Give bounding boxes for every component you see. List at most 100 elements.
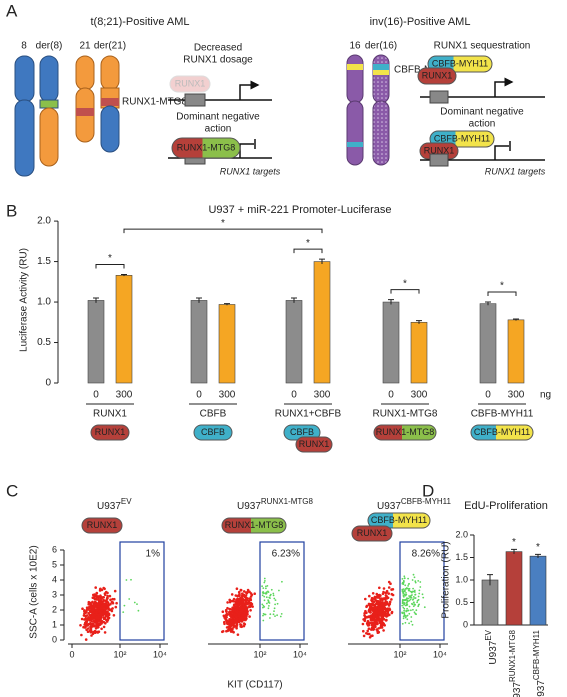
event: [230, 593, 234, 596]
event: [265, 591, 268, 594]
event: [418, 603, 420, 606]
plot-title-sup: EV: [121, 497, 132, 506]
breakpoint: [39, 99, 59, 109]
event: [408, 595, 410, 597]
panel-d: EdU-Proliferation Proliferation (RU) 0 0.5 1…: [441, 500, 548, 697]
event: [106, 615, 110, 619]
targets-label: RUNX1 targets: [485, 166, 546, 176]
protein-label: CBFB: [201, 427, 225, 437]
error-bar: [487, 574, 493, 586]
y-tick-label: 2: [52, 604, 57, 614]
event: [410, 616, 413, 618]
bar: [481, 579, 499, 626]
event: [403, 607, 406, 610]
plot-title: U937CBFB-MYH11: [377, 497, 452, 512]
chromosome-label: 16: [349, 41, 361, 52]
event: [273, 607, 276, 610]
event: [369, 611, 372, 614]
chromosome-label: 21: [79, 41, 91, 52]
event: [403, 575, 406, 578]
gate: [399, 541, 445, 641]
mechanism-label: action: [469, 119, 496, 130]
event: [404, 589, 406, 592]
y-tick-label: 0: [463, 619, 468, 629]
event: [376, 631, 380, 634]
event: [268, 605, 270, 607]
event: [374, 596, 377, 600]
event: [381, 604, 385, 607]
event: [364, 597, 367, 601]
event: [83, 609, 86, 613]
event: [115, 601, 118, 605]
event: [249, 609, 252, 612]
event: [240, 610, 244, 613]
event: [415, 613, 417, 616]
event: [235, 621, 238, 625]
gene: [184, 93, 206, 107]
event: [412, 605, 415, 608]
event: [87, 627, 90, 630]
protein-label: CBFB-MYH11: [434, 133, 490, 143]
bar: [87, 300, 105, 384]
event: [368, 594, 371, 598]
event: [248, 615, 251, 618]
mechanism-label: Dominant negative: [176, 112, 260, 123]
event: [406, 607, 408, 610]
event: [89, 603, 93, 606]
bar: [285, 300, 303, 384]
event: [261, 594, 264, 597]
event: [267, 590, 269, 593]
event: [88, 613, 92, 617]
chromosome: [346, 100, 364, 166]
event: [229, 624, 233, 627]
event: [95, 596, 98, 600]
event: [407, 577, 409, 580]
event: [410, 591, 413, 593]
protein-label: RUNX1: [357, 528, 388, 538]
chromosome-label: 8: [21, 41, 27, 52]
event: [386, 612, 390, 615]
event: [381, 616, 385, 619]
bar: [218, 304, 236, 384]
event: [93, 631, 97, 634]
event: [89, 625, 92, 629]
event: [91, 623, 95, 626]
event: [374, 609, 378, 612]
y-tick-label: 2.0: [37, 216, 51, 227]
event: [100, 619, 104, 623]
event: [241, 616, 244, 619]
event: [404, 584, 407, 587]
error-bar: [485, 301, 491, 306]
protein-label: RUNX1: [175, 78, 206, 88]
event: [422, 596, 425, 599]
event: [412, 596, 415, 598]
panel-title: inv(16)-Positive AML: [370, 16, 471, 28]
event: [87, 602, 90, 606]
event: [387, 586, 391, 589]
event: [272, 592, 275, 595]
event: [92, 593, 95, 597]
x-tick-label-sup: RUNX1-MTG8: [508, 629, 517, 682]
event: [270, 588, 273, 591]
event: [369, 617, 373, 621]
protein-label: RUNX1: [87, 520, 118, 530]
chromosome: [39, 55, 59, 103]
event: [371, 626, 375, 630]
event: [111, 597, 114, 601]
mechanism-label: RUNX1 sequestration: [434, 41, 531, 52]
event: [262, 619, 265, 622]
event: [374, 603, 377, 606]
event: [403, 604, 405, 606]
event: [371, 634, 374, 637]
event: [412, 601, 415, 604]
event: [239, 625, 242, 628]
targets-label: RUNX1 targets: [220, 166, 281, 176]
unit-label: ng: [540, 390, 551, 401]
event: [276, 602, 279, 605]
chromosome: [372, 54, 390, 104]
protein-label: RUNX1: [422, 70, 453, 80]
event: [267, 607, 270, 610]
event: [230, 620, 234, 624]
chromosome: [39, 107, 59, 167]
